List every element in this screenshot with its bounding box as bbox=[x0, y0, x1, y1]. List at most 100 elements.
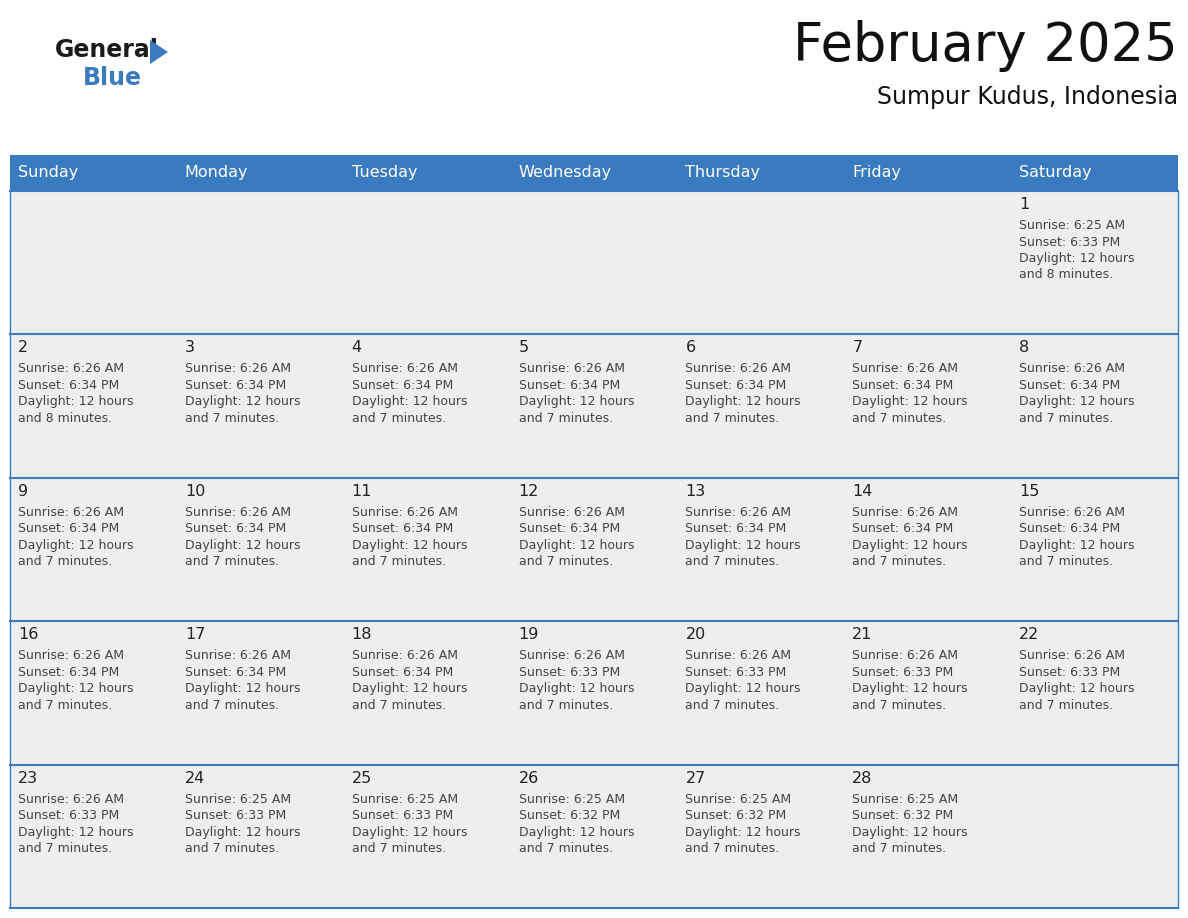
Text: Sunset: 6:34 PM: Sunset: 6:34 PM bbox=[18, 666, 119, 678]
Text: 21: 21 bbox=[852, 627, 873, 643]
Bar bbox=[177, 477, 343, 621]
Text: Sunrise: 6:25 AM: Sunrise: 6:25 AM bbox=[352, 792, 457, 806]
Text: Sunrise: 6:26 AM: Sunrise: 6:26 AM bbox=[18, 649, 124, 662]
Text: Sunrise: 6:25 AM: Sunrise: 6:25 AM bbox=[1019, 219, 1125, 232]
Text: Daylight: 12 hours: Daylight: 12 hours bbox=[685, 682, 801, 695]
Text: Sunrise: 6:26 AM: Sunrise: 6:26 AM bbox=[852, 506, 959, 519]
Text: Saturday: Saturday bbox=[1019, 165, 1092, 181]
Text: Sunrise: 6:26 AM: Sunrise: 6:26 AM bbox=[352, 363, 457, 375]
Bar bbox=[511, 334, 677, 477]
Text: Sunrise: 6:25 AM: Sunrise: 6:25 AM bbox=[685, 792, 791, 806]
Text: Sunrise: 6:26 AM: Sunrise: 6:26 AM bbox=[18, 792, 124, 806]
Bar bbox=[677, 477, 845, 621]
Bar bbox=[511, 477, 677, 621]
Bar bbox=[845, 191, 1011, 334]
Text: Sunset: 6:32 PM: Sunset: 6:32 PM bbox=[852, 809, 954, 823]
Polygon shape bbox=[150, 40, 168, 64]
Text: February 2025: February 2025 bbox=[794, 20, 1178, 72]
Text: Blue: Blue bbox=[83, 66, 143, 90]
Text: Sunset: 6:33 PM: Sunset: 6:33 PM bbox=[18, 809, 119, 823]
Text: and 7 minutes.: and 7 minutes. bbox=[185, 842, 279, 855]
Text: 4: 4 bbox=[352, 341, 362, 355]
Bar bbox=[1011, 477, 1178, 621]
Text: Sunrise: 6:26 AM: Sunrise: 6:26 AM bbox=[185, 363, 291, 375]
Text: Sunset: 6:34 PM: Sunset: 6:34 PM bbox=[685, 522, 786, 535]
Text: Sunset: 6:34 PM: Sunset: 6:34 PM bbox=[852, 522, 954, 535]
Text: Daylight: 12 hours: Daylight: 12 hours bbox=[18, 825, 133, 839]
Bar bbox=[845, 477, 1011, 621]
Text: Sunrise: 6:26 AM: Sunrise: 6:26 AM bbox=[1019, 363, 1125, 375]
Text: Sunset: 6:32 PM: Sunset: 6:32 PM bbox=[519, 809, 620, 823]
Text: Daylight: 12 hours: Daylight: 12 hours bbox=[1019, 396, 1135, 409]
Bar bbox=[10, 765, 177, 908]
Text: 2: 2 bbox=[18, 341, 29, 355]
Text: Sunrise: 6:26 AM: Sunrise: 6:26 AM bbox=[519, 506, 625, 519]
Text: 6: 6 bbox=[685, 341, 695, 355]
Bar bbox=[511, 765, 677, 908]
Text: Sunset: 6:34 PM: Sunset: 6:34 PM bbox=[519, 522, 620, 535]
Text: Daylight: 12 hours: Daylight: 12 hours bbox=[685, 539, 801, 552]
Text: General: General bbox=[55, 38, 159, 62]
Text: Sunrise: 6:26 AM: Sunrise: 6:26 AM bbox=[519, 649, 625, 662]
Bar bbox=[677, 155, 845, 191]
Text: Daylight: 12 hours: Daylight: 12 hours bbox=[1019, 252, 1135, 265]
Text: Wednesday: Wednesday bbox=[519, 165, 612, 181]
Bar bbox=[677, 621, 845, 765]
Text: Sunset: 6:34 PM: Sunset: 6:34 PM bbox=[18, 379, 119, 392]
Text: Sunrise: 6:26 AM: Sunrise: 6:26 AM bbox=[852, 649, 959, 662]
Text: Sunrise: 6:26 AM: Sunrise: 6:26 AM bbox=[1019, 506, 1125, 519]
Text: Daylight: 12 hours: Daylight: 12 hours bbox=[18, 539, 133, 552]
Text: 23: 23 bbox=[18, 770, 38, 786]
Bar bbox=[177, 155, 343, 191]
Text: Sunset: 6:33 PM: Sunset: 6:33 PM bbox=[352, 809, 453, 823]
Text: and 7 minutes.: and 7 minutes. bbox=[519, 412, 613, 425]
Text: Daylight: 12 hours: Daylight: 12 hours bbox=[352, 396, 467, 409]
Text: 7: 7 bbox=[852, 341, 862, 355]
Text: Daylight: 12 hours: Daylight: 12 hours bbox=[519, 825, 634, 839]
Bar bbox=[1011, 621, 1178, 765]
Text: Sunrise: 6:25 AM: Sunrise: 6:25 AM bbox=[852, 792, 959, 806]
Text: and 7 minutes.: and 7 minutes. bbox=[852, 699, 947, 711]
Text: 10: 10 bbox=[185, 484, 206, 498]
Text: Sunset: 6:33 PM: Sunset: 6:33 PM bbox=[685, 666, 786, 678]
Text: Sunrise: 6:25 AM: Sunrise: 6:25 AM bbox=[185, 792, 291, 806]
Bar bbox=[677, 191, 845, 334]
Text: Sunset: 6:33 PM: Sunset: 6:33 PM bbox=[852, 666, 954, 678]
Text: Daylight: 12 hours: Daylight: 12 hours bbox=[852, 539, 968, 552]
Text: Daylight: 12 hours: Daylight: 12 hours bbox=[185, 682, 301, 695]
Bar bbox=[845, 765, 1011, 908]
Text: Tuesday: Tuesday bbox=[352, 165, 417, 181]
Text: Daylight: 12 hours: Daylight: 12 hours bbox=[519, 682, 634, 695]
Text: 9: 9 bbox=[18, 484, 29, 498]
Text: 3: 3 bbox=[185, 341, 195, 355]
Text: Sunset: 6:34 PM: Sunset: 6:34 PM bbox=[18, 522, 119, 535]
Text: Sunrise: 6:26 AM: Sunrise: 6:26 AM bbox=[18, 506, 124, 519]
Text: Daylight: 12 hours: Daylight: 12 hours bbox=[519, 396, 634, 409]
Text: Daylight: 12 hours: Daylight: 12 hours bbox=[852, 825, 968, 839]
Text: 19: 19 bbox=[519, 627, 539, 643]
Bar bbox=[845, 155, 1011, 191]
Text: Daylight: 12 hours: Daylight: 12 hours bbox=[1019, 539, 1135, 552]
Text: and 7 minutes.: and 7 minutes. bbox=[352, 412, 446, 425]
Text: Sunrise: 6:26 AM: Sunrise: 6:26 AM bbox=[685, 649, 791, 662]
Bar bbox=[343, 191, 511, 334]
Text: Daylight: 12 hours: Daylight: 12 hours bbox=[185, 539, 301, 552]
Text: and 7 minutes.: and 7 minutes. bbox=[852, 412, 947, 425]
Text: 18: 18 bbox=[352, 627, 372, 643]
Text: Daylight: 12 hours: Daylight: 12 hours bbox=[352, 539, 467, 552]
Text: Sunrise: 6:25 AM: Sunrise: 6:25 AM bbox=[519, 792, 625, 806]
Bar bbox=[10, 191, 177, 334]
Text: Sunrise: 6:26 AM: Sunrise: 6:26 AM bbox=[685, 363, 791, 375]
Text: Sunset: 6:34 PM: Sunset: 6:34 PM bbox=[519, 379, 620, 392]
Text: 13: 13 bbox=[685, 484, 706, 498]
Text: 27: 27 bbox=[685, 770, 706, 786]
Text: and 7 minutes.: and 7 minutes. bbox=[852, 555, 947, 568]
Bar bbox=[845, 621, 1011, 765]
Bar bbox=[343, 477, 511, 621]
Text: Thursday: Thursday bbox=[685, 165, 760, 181]
Text: Sunday: Sunday bbox=[18, 165, 78, 181]
Text: Sunset: 6:34 PM: Sunset: 6:34 PM bbox=[1019, 522, 1120, 535]
Bar bbox=[10, 155, 177, 191]
Text: 17: 17 bbox=[185, 627, 206, 643]
Text: Sunrise: 6:26 AM: Sunrise: 6:26 AM bbox=[352, 506, 457, 519]
